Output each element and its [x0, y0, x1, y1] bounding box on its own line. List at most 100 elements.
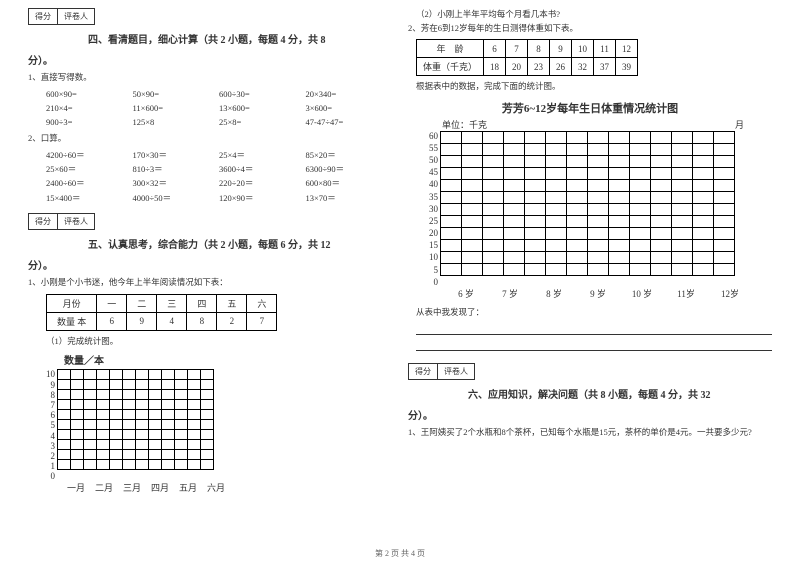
q1-equations: 600×90=50×90=600÷30=20×340=210×4=11×600=…: [46, 87, 392, 130]
table-cell: 10: [572, 40, 594, 58]
chart2-x-ticks: 6 岁7 岁8 岁9 岁10 岁11岁12岁: [444, 287, 772, 300]
equation: 170×30＝: [133, 148, 220, 162]
x-tick: 一月: [62, 481, 90, 494]
equation: 900÷3=: [46, 115, 133, 129]
grid-cell: [692, 263, 714, 276]
page-footer: 第 2 页 共 4 页: [0, 548, 800, 559]
x-tick: 7 岁: [488, 287, 532, 300]
x-tick: 五月: [174, 481, 202, 494]
blank-line-2: [416, 341, 772, 351]
table-cell: 23: [528, 58, 550, 76]
section-5-title: 五、认真思考，综合能力（共 2 小题，每题 6 分，共 12: [88, 236, 392, 251]
equation: 50×90=: [133, 87, 220, 101]
chart2-title: 芳芳6~12岁每年生日体重情况统计图: [408, 100, 772, 116]
blank-line-1: [416, 325, 772, 335]
equation: 13×70＝: [306, 191, 393, 205]
table-cell: 2: [217, 312, 247, 330]
x-tick: 二月: [90, 481, 118, 494]
score-label: 得分: [29, 214, 58, 229]
x-tick: 10 岁: [620, 287, 664, 300]
chart2-grid: [440, 131, 734, 287]
grid-cell: [671, 263, 693, 276]
grader-label: 评卷人: [58, 9, 94, 24]
grid-cell: [57, 459, 71, 470]
score-box-2: 得分 评卷人: [28, 213, 95, 230]
table-cell: 9: [550, 40, 572, 58]
equation: 600×80＝: [306, 176, 393, 190]
table-cell: 三: [157, 294, 187, 312]
grid-cell: [187, 459, 201, 470]
grid-cell: [109, 459, 123, 470]
equation: 4200÷60＝: [46, 148, 133, 162]
y-tick: 20: [420, 228, 438, 238]
y-tick: 10: [420, 252, 438, 262]
equation: 2400÷60＝: [46, 176, 133, 190]
score-box-3: 得分 评卷人: [408, 363, 475, 380]
equation: 600÷30=: [219, 87, 306, 101]
y-tick: 9: [46, 380, 55, 390]
table-cell: 7: [506, 40, 528, 58]
grader-label: 评卷人: [58, 214, 94, 229]
grid-cell: [122, 459, 136, 470]
grid-cell: [83, 459, 97, 470]
grid-cell: [161, 459, 175, 470]
x-tick: 8 岁: [532, 287, 576, 300]
grid-cell: [650, 263, 672, 276]
table-cell: 数量 本: [47, 312, 97, 330]
table-cell: 9: [127, 312, 157, 330]
x-tick: 9 岁: [576, 287, 620, 300]
grid-cell: [200, 459, 214, 470]
equation: 210×4=: [46, 101, 133, 115]
equation: 120×90＝: [219, 191, 306, 205]
table-cell: 六: [247, 294, 277, 312]
month-label: 月: [735, 118, 744, 131]
page-container: 得分 评卷人 四、看清题目，细心计算（共 2 小题，每题 4 分，共 8 分）。…: [0, 0, 800, 540]
table-cell: 11: [594, 40, 616, 58]
grid-cell: [713, 263, 735, 276]
table-cell: 39: [616, 58, 638, 76]
table-cell: 6: [484, 40, 506, 58]
y-tick: 5: [420, 265, 438, 275]
y-tick: 45: [420, 167, 438, 177]
x-tick: 六月: [202, 481, 230, 494]
grid-cell: [461, 263, 483, 276]
table-cell: 26: [550, 58, 572, 76]
observe-label: 从表中我发现了：: [416, 306, 772, 320]
grid-cell: [135, 459, 149, 470]
y-tick: 25: [420, 216, 438, 226]
chart1-y-ticks: 109876543210: [46, 369, 57, 481]
q1-sub2: （2）小刚上半年平均每个月看几本书?: [416, 8, 772, 22]
grid-cell: [482, 263, 504, 276]
y-tick: 3: [46, 441, 55, 451]
section-6-tail: 分）。: [408, 407, 772, 422]
table-cell: 4: [157, 312, 187, 330]
s6-q1: 1、王阿姨买了2个水瓶和8个茶杯，已知每个水瓶是15元，茶杯的单价是4元。一共要…: [408, 426, 772, 440]
unit-label: 单位：千克: [442, 118, 487, 131]
x-tick: 三月: [118, 481, 146, 494]
weight-table: 年 龄6789101112 体重（千克）18202326323739: [416, 39, 638, 76]
y-tick: 40: [420, 179, 438, 189]
equation: 6300÷90＝: [306, 162, 393, 176]
grid-cell: [629, 263, 651, 276]
equation: 25×60＝: [46, 162, 133, 176]
y-tick: 5: [46, 420, 55, 430]
q2-label: 2、口算。: [28, 132, 392, 146]
grid-cell: [566, 263, 588, 276]
equation: 300×32＝: [133, 176, 220, 190]
equation: 15×400＝: [46, 191, 133, 205]
right-column: （2）小刚上半年平均每个月看几本书? 2、芳在6到12岁每年的生日测得体重如下表…: [400, 8, 780, 540]
table-cell: 五: [217, 294, 247, 312]
table-cell: 四: [187, 294, 217, 312]
y-tick: 7: [46, 400, 55, 410]
table-cell: 8: [187, 312, 217, 330]
equation: 600×90=: [46, 87, 133, 101]
table-cell: 8: [528, 40, 550, 58]
s5-q1-label: 1、小刚是个小书迷，他今年上半年阅读情况如下表：: [28, 276, 392, 290]
score-label: 得分: [29, 9, 58, 24]
equation: 25×4＝: [219, 148, 306, 162]
section-4-title: 四、看清题目，细心计算（共 2 小题，每题 4 分，共 8: [88, 31, 392, 46]
y-tick: 4: [46, 431, 55, 441]
chart1-title: 数量／本: [64, 352, 392, 367]
y-tick: 1: [46, 461, 55, 471]
equation: 810÷3＝: [133, 162, 220, 176]
